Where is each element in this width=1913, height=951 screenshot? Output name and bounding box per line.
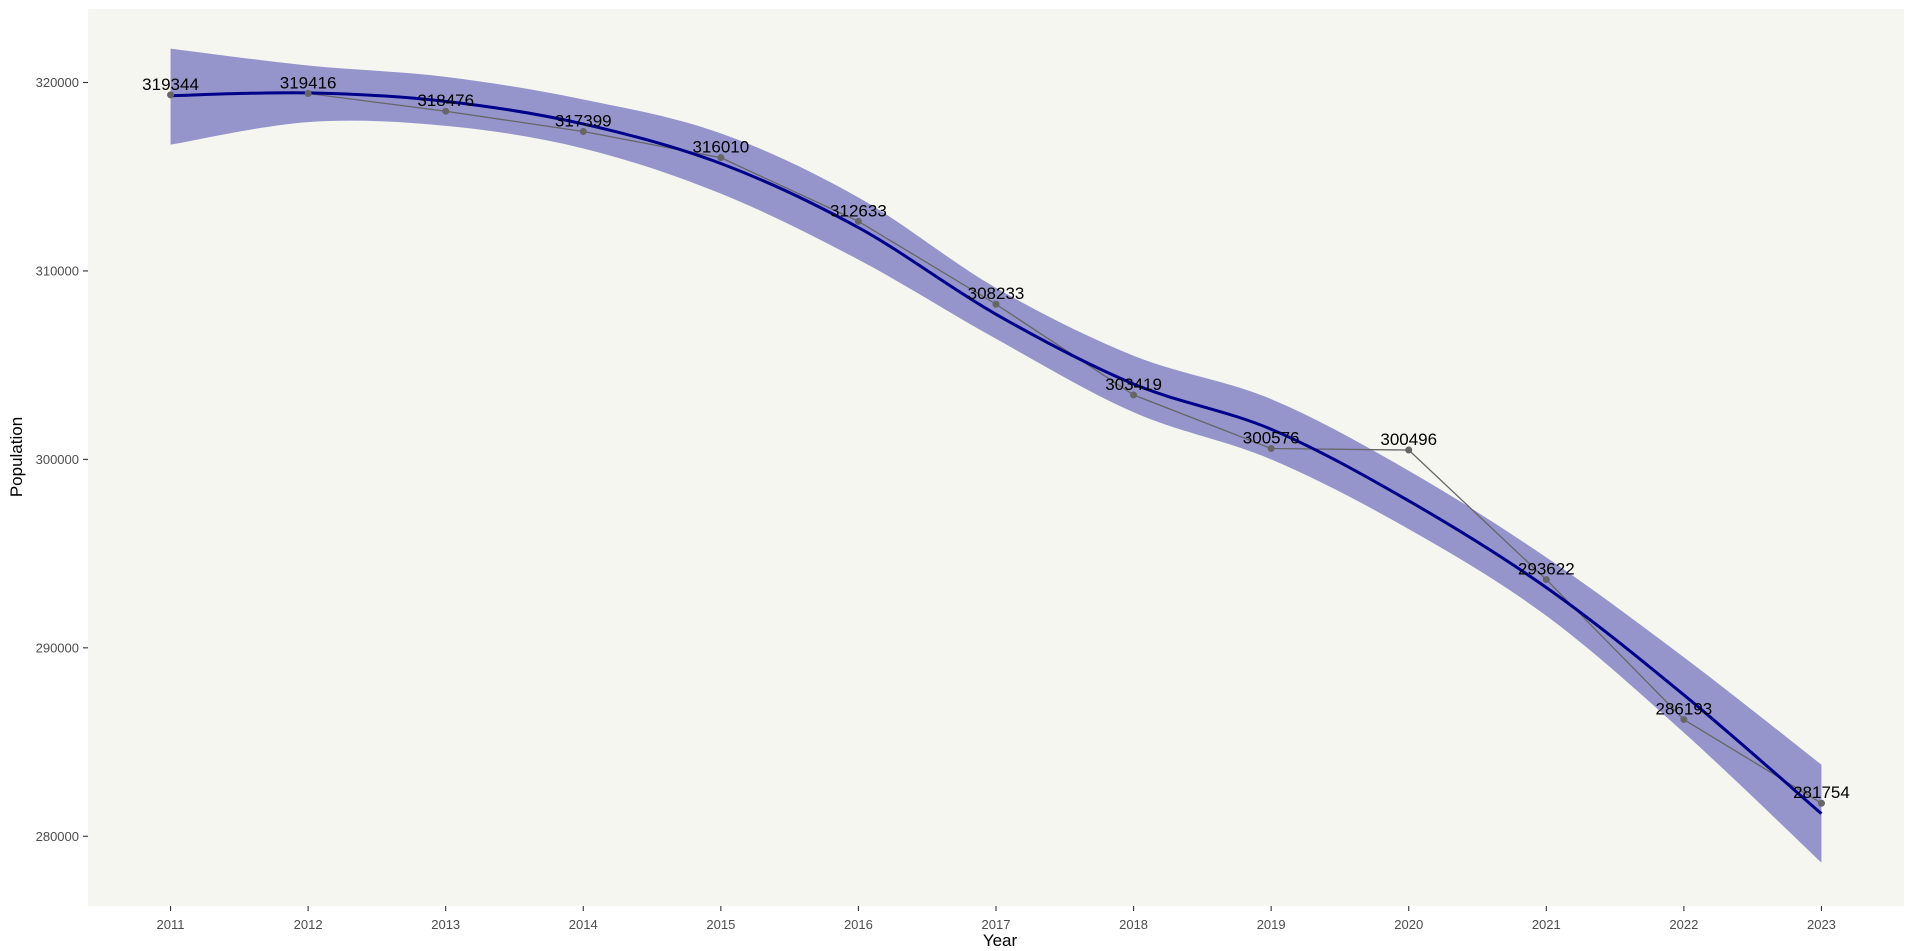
data-label: 281754	[1793, 783, 1850, 802]
x-tick-label: 2014	[569, 917, 598, 932]
x-axis-title: Year	[983, 931, 1018, 950]
data-label: 308233	[968, 284, 1025, 303]
x-axis: 2011 2012 2013 2014 2015 2016 2017 2018 2019 2020…	[157, 906, 1836, 932]
y-tick-label: 310000	[36, 263, 79, 278]
data-label: 312633	[830, 201, 887, 220]
data-label: 316010	[692, 138, 749, 157]
data-point	[579, 128, 587, 136]
x-tick-label: 2017	[982, 917, 1011, 932]
data-label: 300496	[1380, 430, 1437, 449]
x-tick-label: 2019	[1257, 917, 1286, 932]
data-point	[1542, 576, 1550, 584]
x-tick-label: 2015	[706, 917, 735, 932]
x-tick-label: 2012	[294, 917, 323, 932]
x-tick-label: 2013	[431, 917, 460, 932]
data-point	[1680, 716, 1688, 724]
data-point	[854, 217, 862, 225]
y-axis: 280000 290000 300000 310000 320000	[36, 75, 88, 844]
x-tick-label: 2020	[1394, 917, 1423, 932]
data-label: 318476	[417, 91, 474, 110]
plot-panel	[88, 9, 1904, 906]
data-label: 286193	[1656, 700, 1713, 719]
data-point	[1405, 446, 1413, 454]
x-tick-label: 2023	[1807, 917, 1836, 932]
data-point	[1130, 391, 1138, 399]
x-tick-label: 2021	[1532, 917, 1561, 932]
x-tick-label: 2011	[157, 917, 185, 932]
data-point	[717, 154, 725, 162]
smooth-fit-line	[170, 91, 1823, 815]
data-point	[442, 107, 450, 115]
data-point	[167, 91, 175, 99]
x-tick-label: 2022	[1669, 917, 1698, 932]
y-tick-label: 300000	[36, 452, 79, 467]
data-point	[304, 90, 312, 97]
data-label: 319344	[142, 75, 199, 94]
data-point-layer	[167, 90, 1825, 807]
data-point	[1817, 799, 1825, 807]
smooth-fit-layer	[170, 91, 1823, 815]
data-label: 300576	[1243, 429, 1300, 448]
x-tick-label: 2016	[844, 917, 873, 932]
data-label-layer: 319344 319416 318476 317399 316010 312633 3082…	[142, 74, 1850, 803]
y-tick-label: 320000	[36, 75, 79, 90]
y-tick-label: 280000	[36, 829, 79, 844]
data-label: 303419	[1105, 375, 1162, 394]
y-axis-title: Population	[7, 417, 26, 497]
y-tick-label: 290000	[36, 640, 79, 655]
data-point	[992, 300, 1000, 308]
data-point	[1267, 445, 1275, 453]
data-label: 317399	[555, 112, 612, 131]
data-label: 293622	[1518, 560, 1575, 579]
x-tick-label: 2018	[1119, 917, 1148, 932]
data-label: 319416	[280, 74, 337, 93]
